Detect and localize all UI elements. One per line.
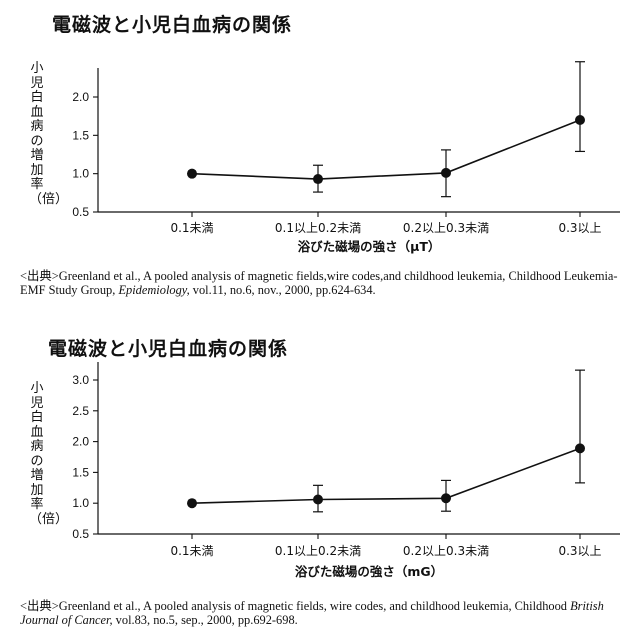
chart2-plot: 0.5 1.0 1.5 2.0 2.5 3.0 0.1未満 0.1以上0.2未満 0.2以上0.… xyxy=(72,362,620,579)
chart2-x-category-label: 0.1未満 xyxy=(170,544,213,558)
chart1-x-axis-label: 浴びた磁場の強さ（μT） xyxy=(298,239,441,254)
chart1-data-point xyxy=(441,167,451,178)
chart1-x-category-label: 0.3以上 xyxy=(558,221,601,235)
chart2-data-point xyxy=(313,494,323,505)
chart1-source-prefix: <出典>Greenland et al., A pooled analysis … xyxy=(20,269,618,297)
chart1-source-citation: <出典>Greenland et al., A pooled analysis … xyxy=(20,269,620,297)
chart2-x-category-label: 0.1以上0.2未満 xyxy=(275,544,361,558)
chart1-x-category-label: 0.2以上0.3未満 xyxy=(403,221,489,235)
chart2-y-tick-label: 1.5 xyxy=(72,465,89,479)
chart1-source-journal: Epidemiology, xyxy=(118,282,190,297)
chart2-y-tick-label: 2.5 xyxy=(72,404,89,418)
chart2-series-line xyxy=(191,447,581,504)
chart2-y-tick-label: 3.0 xyxy=(72,373,89,387)
chart1-y-tick-label: 1.0 xyxy=(72,167,89,181)
chart2-x-category-label: 0.3以上 xyxy=(558,544,601,558)
chart1-plot: 0.5 1.0 1.5 2.0 0.1未満 0.1以上0.2未満 0.2以上0.3未満 0.3… xyxy=(72,61,620,254)
chart2-source-journal: British Journal of Cancer, xyxy=(20,599,604,627)
chart1-title: 電磁波と小児白血病の関係 xyxy=(52,14,293,36)
chart1-x-category-label: 0.1未満 xyxy=(170,221,213,235)
chart2-x-axis-label: 浴びた磁場の強さ（mG） xyxy=(295,564,443,579)
chart1-source-suffix: vol.11, no.6, nov., 2000, pp.624-634. xyxy=(189,282,376,297)
chart1-series-line xyxy=(191,119,581,180)
chart2-y-tick-label: 2.0 xyxy=(72,435,89,449)
chart1-data-point xyxy=(575,115,585,125)
chart1-y-tick-label: 0.5 xyxy=(72,205,89,219)
chart2-data-point xyxy=(575,443,585,454)
chart2-source-prefix: <出典>Greenland et al., A pooled analysis … xyxy=(20,599,571,613)
chart2-y-tick-label: 0.5 xyxy=(72,527,89,541)
chart1-y-tick-label: 2.0 xyxy=(72,90,89,104)
chart1-y-tick-label: 1.5 xyxy=(72,128,89,142)
chart1-x-category-label: 0.1以上0.2未満 xyxy=(275,221,361,235)
chart2-y-tick-label: 1.0 xyxy=(72,496,89,510)
chart2-x-category-label: 0.2以上0.3未満 xyxy=(403,544,489,558)
chart2-source-suffix: vol.83, no.5, sep., 2000, pp.692-698. xyxy=(112,612,298,627)
chart1-data-point xyxy=(313,174,323,185)
chart2-data-point xyxy=(441,493,451,504)
chart1-data-point xyxy=(187,168,197,179)
chart2-title: 電磁波と小児白血病の関係 xyxy=(48,338,289,360)
chart2-source-citation: <出典>Greenland et al., A pooled analysis … xyxy=(20,599,620,627)
chart2-data-point xyxy=(187,498,197,509)
